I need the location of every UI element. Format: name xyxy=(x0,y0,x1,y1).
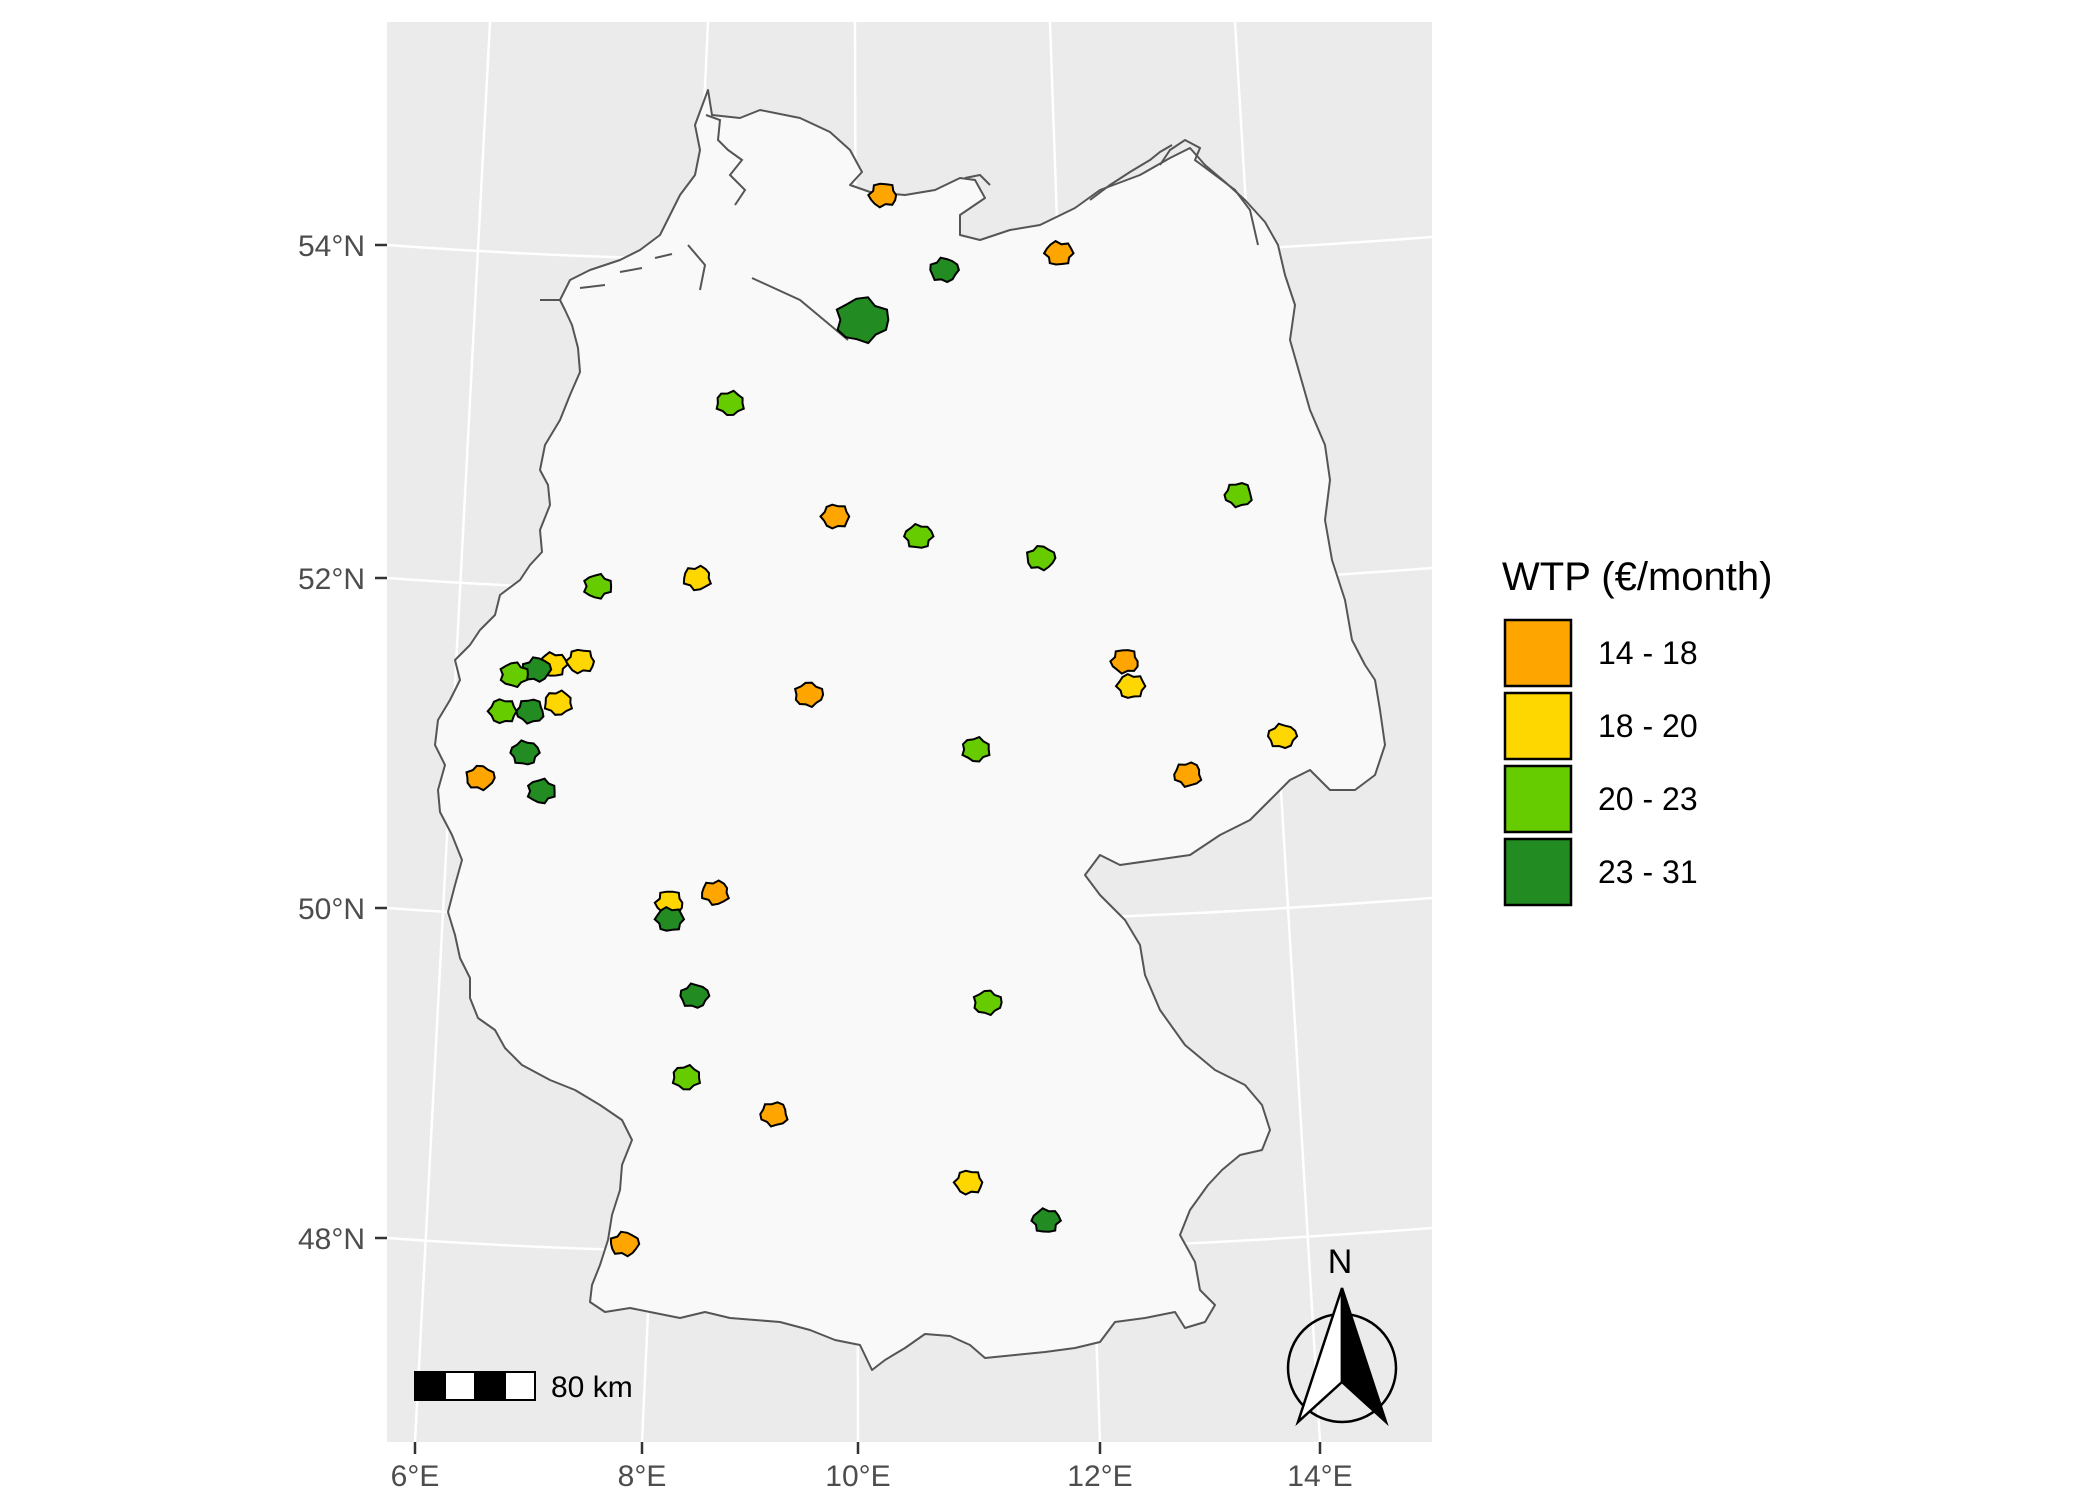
city-polygon-wtp-23-31 xyxy=(679,982,711,1009)
longitude-axis: 6°E 8°E 10°E 12°E 14°E xyxy=(391,1442,1353,1493)
city-polygon-wtp-14-18 xyxy=(819,503,851,530)
germany-outline xyxy=(434,89,1386,1371)
north-arrow: N xyxy=(1286,1243,1398,1427)
lon-label-14: 14°E xyxy=(1287,1460,1352,1493)
city-polygon-wtp-20-23 xyxy=(972,989,1003,1017)
city-polygon-wtp-23-31 xyxy=(929,256,961,284)
coastline-details xyxy=(540,114,1259,341)
city-polygon-wtp-23-31 xyxy=(509,739,541,766)
legend-label-20-23: 20 - 23 xyxy=(1598,781,1698,817)
coastline-jade-bight xyxy=(687,244,707,291)
city-polygon-wtp-18-20 xyxy=(543,689,574,716)
lat-label-52: 52°N xyxy=(298,563,365,596)
coastline-north-frisian xyxy=(705,114,747,206)
lat-label-48: 48°N xyxy=(298,1223,365,1256)
city-polygons xyxy=(465,182,1299,1258)
scale-bar-seg-1 xyxy=(414,1371,446,1401)
city-polygon-wtp-20-23 xyxy=(902,522,935,549)
city-polygon-wtp-18-20 xyxy=(1114,672,1147,699)
city-polygon-wtp-23-31 xyxy=(835,296,890,345)
city-polygon-wtp-23-31 xyxy=(653,905,686,932)
city-polygon-wtp-20-23 xyxy=(961,735,991,763)
city-polygon-wtp-23-31 xyxy=(1030,1207,1063,1233)
scale-bar-seg-2 xyxy=(444,1371,476,1401)
north-arrow-right-half xyxy=(1340,1287,1389,1427)
city-polygon-wtp-20-23 xyxy=(715,389,745,417)
city-polygon-wtp-23-31 xyxy=(526,777,556,805)
coastline-baltic xyxy=(1089,144,1173,201)
city-polygon-wtp-14-18 xyxy=(1109,649,1139,675)
legend-swatch-23-31 xyxy=(1503,837,1573,907)
coastline-elbe-estuary xyxy=(751,277,849,341)
lon-label-10: 10°E xyxy=(825,1460,890,1493)
lon-label-12: 12°E xyxy=(1067,1460,1132,1493)
city-polygon-wtp-20-23 xyxy=(1026,544,1057,572)
legend-label-23-31: 23 - 31 xyxy=(1598,854,1698,890)
scale-bar-seg-4 xyxy=(504,1371,536,1401)
coastline-rugen xyxy=(1159,138,1259,246)
scale-bar: 80 km xyxy=(414,1371,633,1404)
city-polygon-wtp-20-23 xyxy=(499,661,529,689)
legend-label-14-18: 14 - 18 xyxy=(1598,635,1698,671)
legend-label-18-20: 18 - 20 xyxy=(1598,708,1698,744)
lat-label-50: 50°N xyxy=(298,893,365,926)
legend-swatch-18-20 xyxy=(1503,691,1573,761)
city-polygon-wtp-14-18 xyxy=(1173,761,1203,788)
scale-bar-label: 80 km xyxy=(551,1371,633,1404)
city-polygon-wtp-20-23 xyxy=(582,572,613,600)
city-polygon-wtp-14-18 xyxy=(759,1101,789,1128)
city-polygon-wtp-14-18 xyxy=(465,764,496,792)
city-polygon-wtp-20-23 xyxy=(486,698,518,725)
scale-bar-seg-3 xyxy=(474,1371,506,1401)
city-polygon-wtp-18-20 xyxy=(682,564,713,592)
legend: WTP (€/month) 14 - 18 18 - 20 20 - 23 23… xyxy=(1502,555,1772,907)
coastline-fehmarn xyxy=(964,173,991,186)
north-arrow-label: N xyxy=(1328,1243,1353,1281)
city-polygon-wtp-14-18 xyxy=(609,1230,641,1258)
coastline-frisian-islands xyxy=(540,253,673,301)
city-polygon-wtp-18-20 xyxy=(952,1169,984,1196)
legend-title: WTP (€/month) xyxy=(1502,555,1772,599)
lon-label-8: 8°E xyxy=(618,1460,667,1493)
city-polygon-wtp-18-20 xyxy=(1266,722,1299,750)
city-polygon-wtp-14-18 xyxy=(867,182,898,209)
city-polygon-wtp-20-23 xyxy=(1223,482,1253,509)
city-polygon-wtp-14-18 xyxy=(701,879,731,906)
city-polygon-wtp-14-18 xyxy=(793,681,825,709)
lat-label-54: 54°N xyxy=(298,230,365,263)
legend-swatch-14-18 xyxy=(1503,618,1573,688)
lon-label-6: 6°E xyxy=(391,1460,440,1493)
latitude-axis: 54°N 52°N 50°N 48°N xyxy=(298,230,387,1256)
city-polygon-wtp-20-23 xyxy=(671,1063,702,1091)
city-polygon-wtp-14-18 xyxy=(1042,239,1075,266)
legend-swatch-20-23 xyxy=(1503,764,1573,834)
